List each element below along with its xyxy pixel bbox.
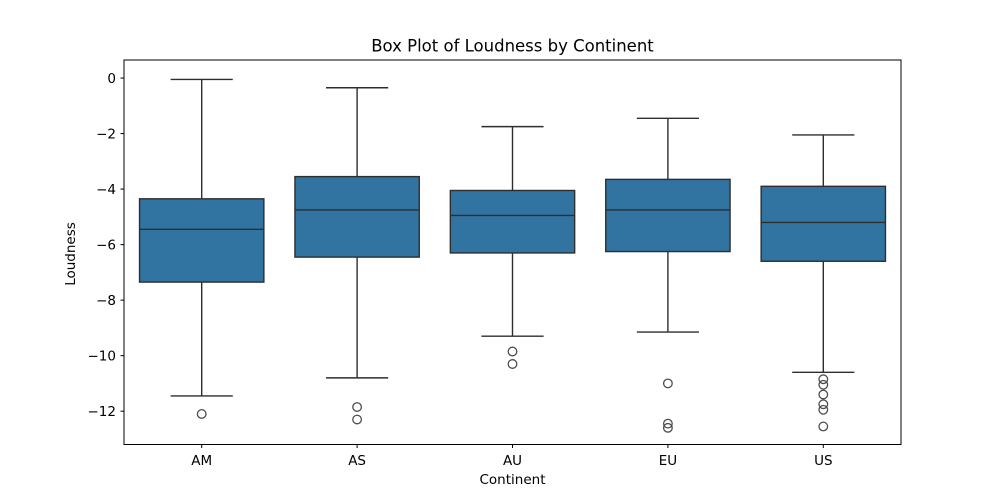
iqr-box	[138, 198, 265, 283]
x-tick-label: EU	[659, 453, 677, 469]
iqr-box	[294, 175, 420, 258]
outlier-point	[818, 404, 829, 415]
box-group-am	[138, 78, 265, 419]
iqr-box	[605, 178, 731, 253]
outlier-point	[507, 359, 518, 369]
outlier-point	[818, 374, 829, 385]
box-group-au	[449, 125, 576, 369]
outlier-point	[818, 399, 829, 410]
iqr-box	[760, 185, 887, 262]
y-tick-label: −6	[96, 237, 116, 253]
box-group-eu	[605, 117, 731, 433]
y-axis-label: Loudness	[63, 222, 79, 286]
y-tick-label: −4	[96, 182, 116, 198]
x-axis-label: Continent	[480, 472, 546, 488]
outlier-point	[818, 389, 829, 400]
x-tick-label: AU	[503, 453, 522, 469]
outlier-point	[196, 409, 207, 419]
box-group-as	[294, 87, 420, 425]
outlier-point	[352, 402, 363, 412]
x-tick-label: US	[814, 453, 832, 469]
y-tick-label: 0	[107, 71, 116, 87]
outlier-point	[662, 422, 673, 433]
chart-title: Box Plot of Loudness by Continent	[371, 37, 654, 56]
x-tick-label: AS	[348, 453, 366, 469]
outlier-point	[818, 421, 829, 432]
plot-area	[138, 78, 887, 433]
y-tick-label: −2	[96, 126, 116, 142]
outlier-point	[507, 346, 518, 357]
outlier-point	[818, 379, 829, 390]
y-tick-label: −10	[88, 348, 117, 364]
x-tick-label: AM	[191, 453, 212, 469]
outlier-point	[662, 418, 673, 429]
axis-ticks: 0 −2 −4 −6 −8 −10 −12 AM AS AU EU US	[88, 71, 833, 469]
box-group-us	[760, 134, 887, 432]
y-tick-label: −12	[88, 404, 117, 420]
y-tick-label: −8	[96, 293, 116, 309]
iqr-box	[449, 189, 576, 254]
outlier-point	[662, 378, 673, 389]
outlier-point	[352, 414, 363, 425]
